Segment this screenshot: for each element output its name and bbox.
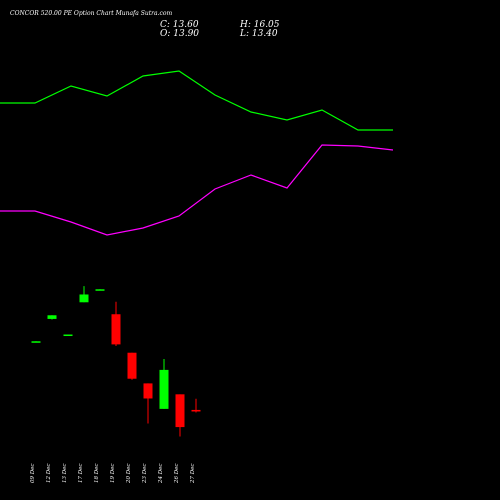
candle — [143, 383, 153, 424]
close-value: C: 13.60 — [160, 20, 199, 30]
candle-body — [111, 314, 121, 345]
candle-body — [127, 352, 137, 379]
x-tick-label: 24 Dec — [158, 464, 164, 485]
candle — [31, 341, 41, 343]
candle-body — [31, 341, 41, 343]
x-tick-label: 27 Dec — [190, 464, 196, 485]
x-tick-label: 20 Dec — [126, 464, 132, 485]
x-tick-label: 13 Dec — [62, 464, 68, 484]
candle-body — [143, 383, 153, 399]
chart-title: CONCOR 520.00 PE Option Chart Munafa Sut… — [10, 10, 173, 17]
candle — [175, 394, 185, 437]
x-tick-label: 26 Dec — [174, 464, 180, 485]
overlay-line-2 — [0, 144, 394, 236]
high-value: H: 16.05 — [240, 20, 280, 30]
candle-body — [63, 334, 73, 337]
candle-body — [159, 369, 169, 409]
x-tick-label: 17 Dec — [78, 464, 84, 484]
overlay-line-1 — [0, 70, 393, 131]
x-tick-label: 12 Dec — [46, 464, 52, 484]
x-tick-label: 09 Dec — [30, 464, 36, 484]
open-value: O: 13.90 — [160, 29, 200, 39]
candle-body — [191, 409, 201, 412]
x-tick-label: 18 Dec — [94, 464, 100, 484]
candle — [47, 315, 57, 320]
candle — [191, 398, 201, 413]
x-tick-label: 23 Dec — [142, 464, 148, 485]
overlay-lines — [0, 70, 394, 236]
candle — [79, 286, 89, 303]
candle-body — [79, 294, 89, 303]
candle-body — [95, 289, 105, 291]
candles — [31, 286, 201, 437]
candle — [127, 352, 137, 380]
x-axis-labels: 09 Dec 12 Dec 13 Dec 17 Dec 18 Dec 19 Dec 20 D… — [30, 464, 196, 485]
low-value: L: 13.40 — [240, 29, 278, 39]
candle-body — [47, 315, 57, 319]
candle — [159, 358, 169, 409]
candle — [111, 301, 121, 346]
candle — [95, 289, 105, 291]
x-tick-label: 19 Dec — [110, 464, 116, 484]
candle-body — [175, 394, 185, 428]
candle — [63, 334, 73, 337]
